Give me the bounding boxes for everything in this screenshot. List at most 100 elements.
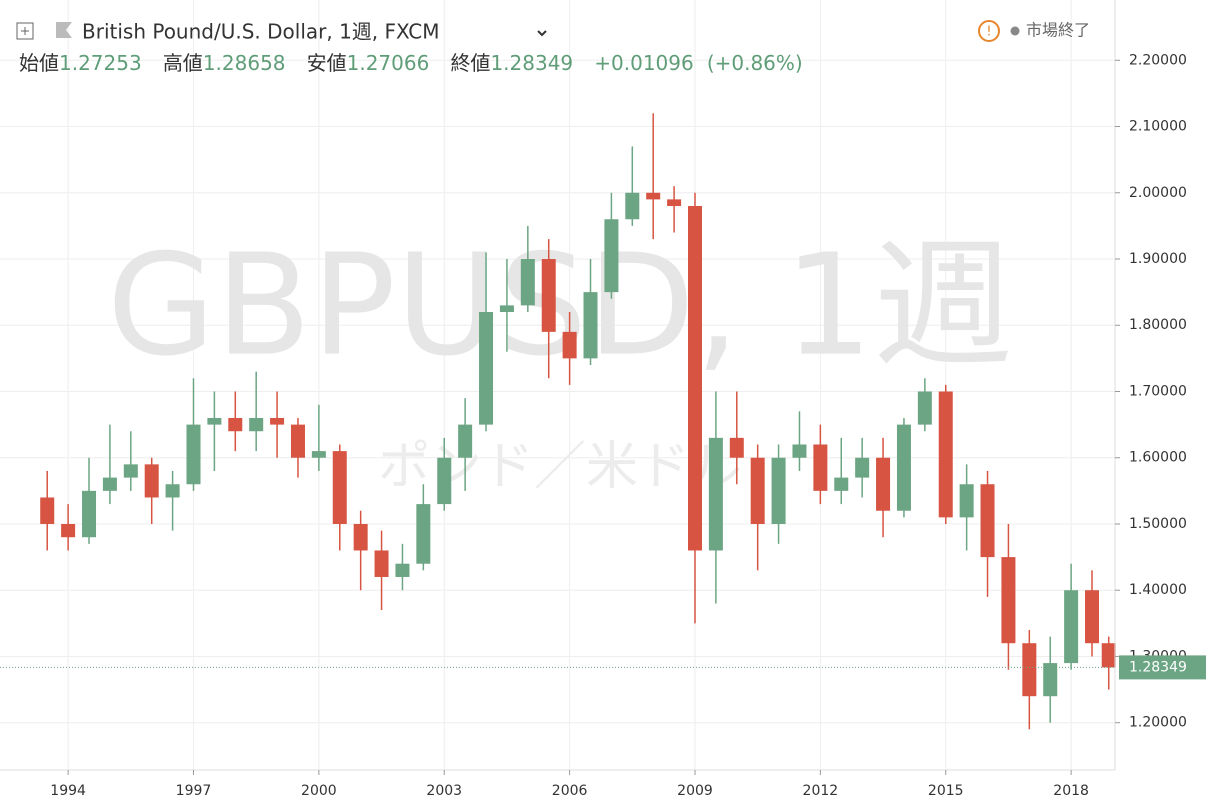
candle-body	[61, 523, 76, 538]
candle-body	[186, 424, 201, 485]
candle-body	[1001, 557, 1016, 644]
axes: 1.200001.300001.400001.500001.600001.700…	[50, 52, 1206, 799]
y-tick-label: 1.70000	[1129, 383, 1187, 399]
candle-body	[792, 444, 807, 458]
candle-body	[499, 305, 514, 313]
candle-body	[604, 219, 619, 293]
candle-body	[834, 477, 849, 491]
candle-body	[959, 484, 974, 518]
x-tick-label: 1997	[176, 783, 212, 799]
ohlc-line: 始値1.27253 高値1.28658 安値1.27066 終値1.28349 …	[19, 51, 803, 75]
flag-icon	[56, 22, 72, 38]
candle-body	[270, 417, 285, 425]
low-value: 1.27066	[347, 51, 430, 75]
candle-body	[40, 497, 55, 524]
candle-body	[144, 464, 159, 498]
candle-body	[332, 451, 347, 524]
x-tick-label: 2018	[1053, 783, 1089, 799]
candle-body	[1043, 663, 1058, 697]
candle-body	[165, 484, 180, 498]
candle-body	[771, 457, 786, 524]
candle-body	[938, 391, 953, 518]
candle-body	[395, 563, 410, 577]
last-price-box	[1119, 655, 1206, 680]
candle-body	[311, 451, 326, 458]
candle-body	[646, 192, 661, 200]
open-value: 1.27253	[59, 51, 142, 75]
candle-body	[1085, 590, 1100, 644]
candle-body	[750, 457, 765, 524]
x-tick-label: 2000	[301, 783, 337, 799]
candle-body	[583, 292, 598, 359]
x-tick-label: 2003	[426, 783, 462, 799]
candle-body	[896, 424, 911, 511]
x-tick-label: 2012	[803, 783, 839, 799]
candle-body	[625, 192, 640, 220]
plot	[0, 113, 1116, 730]
candle-body	[416, 504, 431, 564]
y-tick-label: 2.00000	[1129, 185, 1187, 201]
candle-body	[1022, 643, 1037, 697]
candle-body	[82, 490, 97, 538]
candle-body	[729, 437, 744, 458]
open-label: 始値	[19, 51, 59, 75]
expand-icon-plus	[21, 27, 29, 35]
candle-body	[541, 259, 556, 332]
y-tick-label: 1.60000	[1129, 450, 1187, 466]
candle-body	[876, 457, 891, 511]
x-tick-label: 1994	[50, 783, 86, 799]
close-label: 終値	[450, 51, 490, 75]
candle-body	[123, 464, 138, 478]
watermark-subtitle: ポンド／米ドル	[378, 437, 742, 497]
dropdown-icon[interactable]	[537, 30, 547, 37]
warning-icon[interactable]	[978, 20, 1000, 42]
candle-body	[207, 417, 222, 425]
candle-body	[1064, 590, 1079, 664]
status-dot	[1010, 26, 1020, 36]
candle-body	[228, 417, 243, 432]
title[interactable]: British Pound/U.S. Dollar, 1週, FXCM	[82, 20, 439, 44]
y-tick-label: 1.80000	[1129, 317, 1187, 333]
high-value: 1.28658	[203, 51, 286, 75]
y-tick-label: 1.90000	[1129, 251, 1187, 267]
candle-body	[479, 312, 494, 425]
y-tick-label: 1.50000	[1129, 516, 1187, 532]
x-tick-label: 2015	[928, 783, 964, 799]
candle-body	[102, 477, 117, 491]
candle-body	[374, 550, 389, 577]
candle-body	[667, 199, 682, 207]
close-value: 1.28349	[490, 51, 573, 75]
change-value: +0.01096	[594, 51, 693, 75]
candle-body	[290, 424, 305, 458]
candle-body	[813, 444, 828, 491]
candle-body	[980, 484, 995, 558]
candle-body	[249, 417, 264, 432]
y-tick-label: 1.20000	[1129, 715, 1187, 731]
candle-body	[562, 331, 577, 359]
expand-icon[interactable]	[16, 22, 34, 40]
low-label: 安値	[307, 51, 347, 75]
warning-mark: !	[986, 25, 991, 40]
candle-body	[917, 391, 932, 425]
change-percent: (+0.86%)	[707, 51, 803, 75]
candle-body	[687, 206, 702, 551]
last-price-label: 1.28349	[1129, 659, 1187, 675]
candle-body	[708, 437, 723, 551]
candle-body	[520, 259, 535, 306]
y-tick-label: 2.10000	[1129, 119, 1187, 135]
y-tick-label: 1.40000	[1129, 582, 1187, 598]
candle-body	[437, 457, 452, 505]
watermark: GBPUSD, 1週	[107, 225, 1013, 388]
y-tick-label: 2.20000	[1129, 52, 1187, 68]
candle-body	[1101, 643, 1116, 668]
candle-body	[353, 523, 368, 551]
candle-body	[458, 424, 473, 458]
market-status: 市場終了	[1026, 21, 1090, 40]
high-label: 高値	[163, 51, 203, 75]
x-tick-label: 2009	[677, 783, 713, 799]
candle-body	[855, 457, 870, 478]
x-tick-label: 2006	[552, 783, 588, 799]
